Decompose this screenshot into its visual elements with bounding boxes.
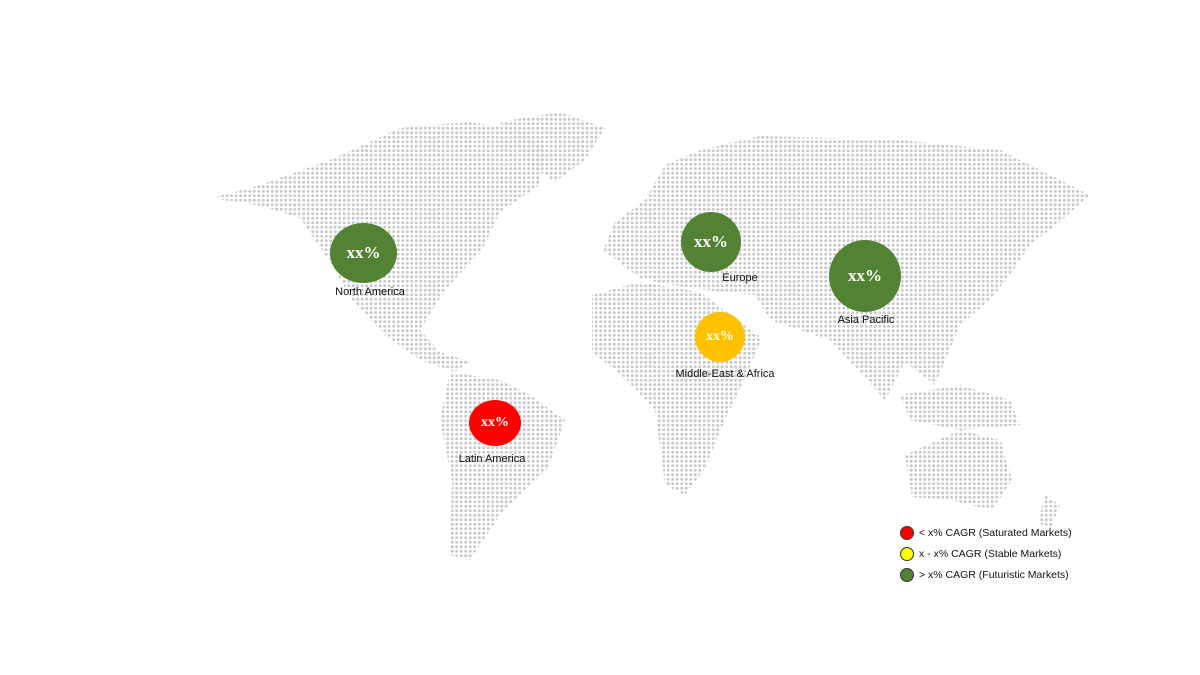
red-circle-icon [900, 525, 914, 540]
north-america-label: North America [335, 286, 405, 298]
legend-label: < x% CAGR (Saturated Markets) [919, 526, 1072, 539]
green-circle-icon [900, 567, 914, 582]
legend-item-stable: x - x% CAGR (Stable Markets) [900, 543, 1072, 564]
africa-landmass [592, 282, 762, 495]
legend-item-futuristic: > x% CAGR (Futuristic Markets) [900, 564, 1072, 585]
europe-label: Europe [722, 272, 758, 284]
southeast-asia-islands [900, 385, 1020, 430]
yellow-circle-icon [900, 546, 914, 561]
latin-america-label: Latin America [458, 453, 526, 465]
greenland-landmass [500, 112, 605, 182]
legend-label: x - x% CAGR (Stable Markets) [919, 547, 1062, 560]
asia-pacific-bubble: xx% [829, 240, 901, 312]
legend-item-saturated: < x% CAGR (Saturated Markets) [900, 522, 1072, 543]
middle-east-africa-bubble: xx% [695, 312, 745, 362]
europe-bubble: xx% [681, 212, 741, 272]
legend-label: > x% CAGR (Futuristic Markets) [919, 568, 1069, 581]
legend: < x% CAGR (Saturated Markets) x - x% CAG… [900, 522, 1072, 585]
middle-east-africa-label: Middle-East & Africa [675, 368, 775, 380]
latin-america-bubble: xx% [469, 400, 521, 446]
australia-landmass [905, 430, 1012, 510]
asia-pacific-label: Asia Pacific [837, 314, 895, 326]
new-zealand-landmass [1038, 495, 1060, 530]
north-america-bubble: xx% [330, 223, 397, 283]
